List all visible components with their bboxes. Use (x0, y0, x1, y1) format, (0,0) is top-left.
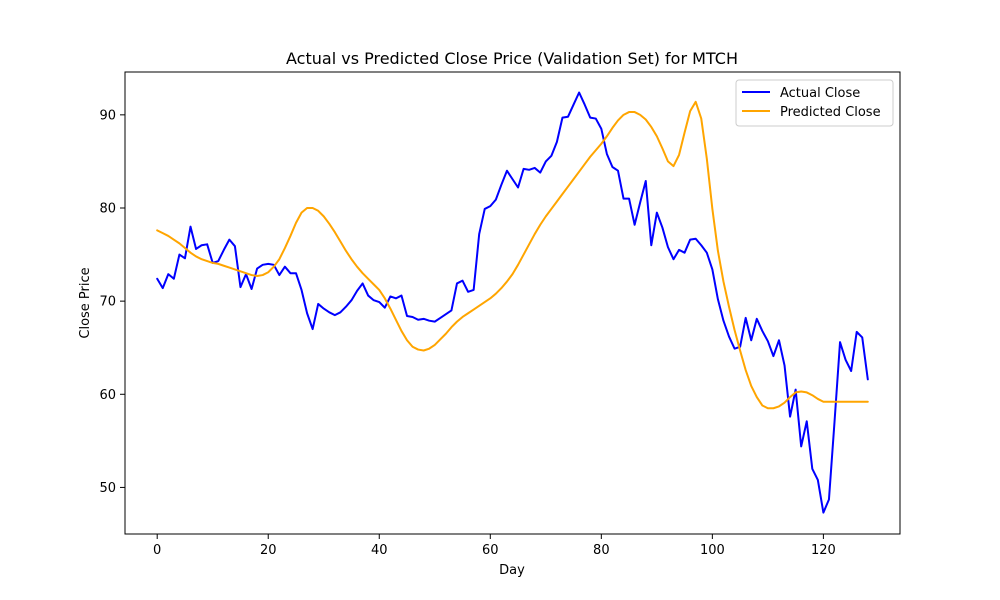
chart-title: Actual vs Predicted Close Price (Validat… (286, 49, 738, 68)
y-tick-label: 60 (99, 388, 116, 403)
legend-label-actual-close: Actual Close (780, 86, 860, 101)
y-tick-label: 90 (99, 108, 116, 123)
y-tick-label: 80 (99, 201, 116, 216)
x-tick-label: 40 (371, 543, 388, 558)
x-tick-label: 60 (482, 543, 499, 558)
x-axis: 0 20 40 60 80 100 120 (153, 534, 836, 558)
legend-box (735, 79, 894, 127)
series-layer (156, 91, 869, 514)
x-tick-label: 100 (700, 543, 725, 558)
legend: Actual Close Predicted Close (735, 79, 894, 127)
y-axis: 50 60 70 80 90 (99, 108, 125, 496)
x-tick-label: 0 (153, 543, 161, 558)
x-tick-label: 20 (260, 543, 277, 558)
y-tick-label: 70 (99, 295, 116, 310)
series-line-actual-close (156, 91, 869, 514)
x-axis-label: Day (499, 563, 525, 578)
y-tick-label: 50 (99, 481, 116, 496)
x-tick-label: 120 (811, 543, 836, 558)
legend-label-predicted-close: Predicted Close (780, 105, 881, 120)
plot-background (125, 72, 900, 534)
x-tick-label: 80 (593, 543, 610, 558)
plot-area (124, 71, 901, 535)
plot-frame (124, 71, 901, 535)
series-line-predicted-close (156, 100, 869, 410)
y-axis-label: Close Price (78, 267, 93, 338)
